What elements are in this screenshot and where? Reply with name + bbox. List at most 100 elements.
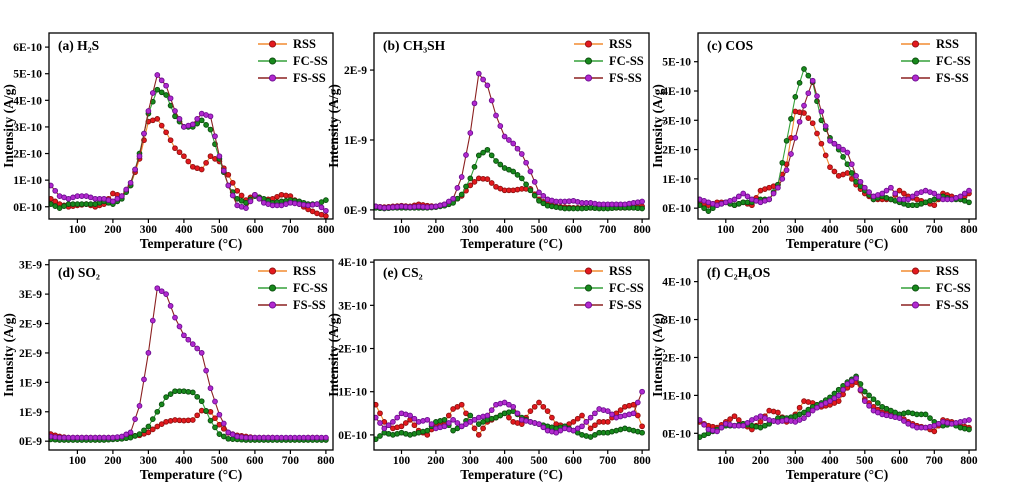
- series-line-fc-ss: [375, 149, 643, 210]
- legend: RSS FC-SS FS-SS: [574, 37, 644, 85]
- legend-label-rss: RSS: [609, 37, 632, 51]
- x-tick-label: 400: [496, 455, 514, 467]
- y-tick-label: 4E-10: [13, 95, 42, 107]
- x-tick-label: 100: [717, 455, 735, 467]
- legend-marker-fc-ss: [268, 284, 277, 292]
- series-markers-fs-ss: [49, 285, 329, 441]
- chart-panel-b: 100 200 300 400 500 600 700 800 0E-9 1E-9 2E-9 Temp…: [326, 32, 652, 251]
- legend-label-fs-ss: FS-SS: [609, 298, 642, 312]
- y-tick-label: 3E-10: [662, 315, 691, 327]
- legend-marker-rss: [584, 40, 593, 48]
- x-tick-label: 200: [752, 455, 770, 467]
- x-tick-label: 100: [69, 224, 87, 236]
- y-tick-label: 1E-9: [19, 407, 42, 419]
- series-area: [374, 70, 645, 212]
- x-tick-label: 600: [246, 455, 264, 467]
- series-markers-fc-ss: [49, 86, 329, 211]
- panel-title: (c) COS: [707, 38, 753, 53]
- legend-marker-rss: [268, 40, 277, 48]
- x-tick-label: 300: [140, 455, 158, 467]
- series-markers-fs-ss: [374, 70, 645, 211]
- x-tick-label: 600: [891, 224, 909, 236]
- y-tick-label: 1E-10: [662, 174, 691, 186]
- x-tick-label: 500: [856, 224, 874, 236]
- x-axis-title: Temperature (°C): [460, 467, 563, 482]
- y-tick-label: 1E-10: [662, 390, 691, 402]
- panel-title: (e) CS₂: [383, 265, 423, 280]
- x-tick-label: 400: [175, 455, 193, 467]
- series-area: [698, 373, 972, 440]
- legend-marker-fs-ss: [911, 74, 920, 82]
- legend: RSS FC-SS FS-SS: [258, 264, 328, 312]
- series-markers-fs-ss: [49, 72, 329, 214]
- x-tick-label: 200: [427, 224, 445, 236]
- legend-marker-fc-ss: [584, 57, 593, 65]
- x-tick-label: 800: [960, 455, 978, 467]
- legend-label-rss: RSS: [293, 264, 316, 278]
- x-tick-label: 800: [960, 224, 978, 236]
- legend-label-fs-ss: FS-SS: [293, 298, 326, 312]
- legend-label-fc-ss: FC-SS: [609, 54, 644, 68]
- y-tick-label: 4E-10: [662, 86, 691, 98]
- y-tick-label: 2E-9: [344, 65, 367, 77]
- legend-label-rss: RSS: [293, 37, 316, 51]
- x-axis-title: Temperature (°C): [140, 467, 243, 482]
- legend-label-fc-ss: FC-SS: [609, 281, 644, 295]
- series-markers-fs-ss: [374, 388, 645, 436]
- series-line-fs-ss: [50, 287, 326, 439]
- y-tick-label: 0E-9: [344, 205, 367, 217]
- y-tick-label: 2E-10: [338, 344, 367, 356]
- y-tick-label: 4E-10: [662, 277, 691, 289]
- x-tick-label: 100: [69, 455, 87, 467]
- x-axis-title: Temperature (°C): [786, 236, 889, 251]
- x-tick-label: 600: [891, 455, 909, 467]
- y-axis-title: Intensity (A/g): [650, 313, 665, 397]
- panel-title: (d) SO₂: [58, 265, 100, 280]
- legend-label-fc-ss: FC-SS: [293, 281, 328, 295]
- x-tick-label: 200: [752, 224, 770, 236]
- x-tick-label: 800: [634, 455, 652, 467]
- y-tick-label: 3E-9: [19, 289, 42, 301]
- series-area: [49, 72, 329, 219]
- x-tick-label: 800: [317, 455, 335, 467]
- series-area: [374, 388, 645, 443]
- x-tick-label: 300: [462, 455, 480, 467]
- panel-title: (f) C₂H₆OS: [707, 265, 770, 280]
- x-tick-label: 600: [565, 224, 583, 236]
- x-tick-label: 100: [717, 224, 735, 236]
- series-line-fc-ss: [50, 88, 327, 209]
- plot-border: [48, 32, 334, 220]
- chart-panel-a: 100 200 300 400 500 600 700 800 0E-10 1E-10 2E-10 3…: [1, 32, 335, 251]
- x-tick-label: 800: [634, 224, 652, 236]
- x-tick-label: 300: [787, 224, 805, 236]
- y-tick-label: 1E-9: [19, 377, 42, 389]
- x-tick-label: 500: [856, 455, 874, 467]
- legend-marker-rss: [584, 267, 593, 275]
- y-tick-label: 0E-9: [19, 436, 42, 448]
- plot-border: [48, 259, 334, 451]
- legend: RSS FC-SS FS-SS: [258, 37, 328, 85]
- legend-marker-fs-ss: [268, 74, 277, 82]
- series-line-fc-ss: [50, 390, 326, 441]
- x-tick-label: 400: [496, 224, 514, 236]
- x-tick-label: 500: [211, 224, 229, 236]
- y-tick-label: 2E-9: [19, 319, 42, 331]
- legend-label-rss: RSS: [609, 264, 632, 278]
- legend-marker-fc-ss: [911, 57, 920, 65]
- y-tick-label: 6E-10: [13, 42, 42, 54]
- x-tick-label: 700: [282, 455, 300, 467]
- legend: RSS FC-SS FS-SS: [901, 264, 971, 312]
- y-tick-label: 2E-10: [13, 149, 42, 161]
- legend-label-rss: RSS: [936, 37, 959, 51]
- legend-label-rss: RSS: [936, 264, 959, 278]
- x-tick-label: 200: [427, 455, 445, 467]
- series-area: [698, 66, 972, 214]
- legend-marker-fs-ss: [584, 301, 593, 309]
- panel-title: (a) H₂S: [58, 38, 99, 53]
- x-tick-label: 600: [565, 455, 583, 467]
- x-tick-label: 800: [317, 224, 335, 236]
- x-tick-label: 200: [104, 224, 122, 236]
- y-tick-label: 1E-10: [338, 387, 367, 399]
- legend-marker-fs-ss: [268, 301, 277, 309]
